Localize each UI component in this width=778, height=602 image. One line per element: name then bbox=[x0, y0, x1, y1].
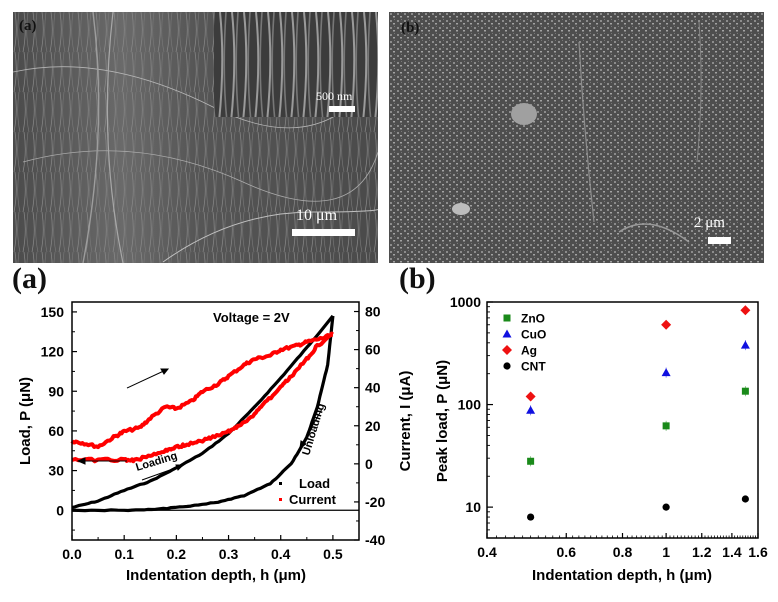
chart-b-x-label: Indentation depth, h (μm) bbox=[532, 567, 712, 584]
chart-b-legend: ZnO CuO Ag CNT bbox=[502, 312, 546, 374]
x-tick-label: 0.4 bbox=[271, 546, 291, 562]
y-right-tick-label: 0 bbox=[365, 456, 373, 472]
x-tick-label: 0.6 bbox=[557, 544, 577, 560]
legend-marker-current bbox=[279, 498, 282, 501]
chart-a-y-label-left: Load, P (μN) bbox=[17, 377, 34, 465]
sem-image-a: (a) 500 nm 10 μm bbox=[13, 12, 378, 263]
y-left-tick-label: 30 bbox=[48, 463, 64, 479]
x-tick-label: 1.2 bbox=[692, 544, 712, 560]
coated-surface-sem-image bbox=[389, 12, 764, 263]
loading-arrow-left bbox=[76, 457, 127, 465]
x-tick-label: 0.0 bbox=[62, 546, 82, 562]
voltage-annotation: Voltage = 2V bbox=[213, 310, 290, 325]
chart-b-points bbox=[525, 305, 751, 521]
y-tick-label: 1000 bbox=[450, 294, 481, 310]
x-tick-label: 0.2 bbox=[167, 546, 187, 562]
chart-b-y-label: Peak load, P (μN) bbox=[434, 360, 451, 482]
chart-a-y-label-right: Current, I (μA) bbox=[397, 371, 414, 472]
sem-panel-label-b: (b) bbox=[401, 20, 420, 36]
legend-label-ag: Ag bbox=[521, 344, 537, 358]
point-ag bbox=[740, 305, 751, 316]
point-cnt bbox=[741, 495, 749, 503]
y-left-tick-label: 120 bbox=[41, 344, 65, 360]
inset-scale-label: 500 nm bbox=[316, 89, 353, 103]
loading-arrow-down bbox=[141, 464, 185, 481]
cnt-forest-sem-image bbox=[13, 12, 378, 263]
series-current-loading bbox=[70, 331, 334, 450]
y-right-tick-label: 60 bbox=[365, 342, 381, 358]
legend-marker-zno bbox=[503, 314, 511, 322]
chart-a-ticks bbox=[71, 310, 359, 541]
point-cuo bbox=[740, 340, 750, 349]
point-cnt bbox=[527, 513, 535, 521]
chart-a-legend: Load Current bbox=[279, 476, 337, 507]
legend-label-load: Load bbox=[299, 476, 330, 491]
y-left-tick-label: 90 bbox=[48, 383, 64, 399]
point-cnt bbox=[662, 503, 670, 511]
y-left-tick-label: 150 bbox=[41, 304, 65, 320]
y-left-tick-label: 60 bbox=[48, 423, 64, 439]
point-cuo bbox=[661, 368, 671, 377]
scale-bar bbox=[292, 229, 355, 236]
scale-label-b: 2 μm bbox=[694, 215, 725, 231]
chart-a-x-label: Indentation depth, h (μm) bbox=[126, 567, 306, 584]
x-tick-label: 0.8 bbox=[613, 544, 633, 560]
y-tick-label: 100 bbox=[458, 397, 482, 413]
legend-label-zno: ZnO bbox=[521, 312, 545, 326]
chart-a-frame bbox=[71, 301, 360, 541]
point-zno bbox=[527, 457, 535, 465]
y-left-tick-label: 0 bbox=[56, 502, 64, 518]
legend-label-cnt: CNT bbox=[521, 360, 546, 374]
chart-b-ticks: 0.4 0.6 0.8 1 1.2 1.4 1.6 10 100 1000 bbox=[450, 294, 768, 560]
legend-label-current: Current bbox=[289, 492, 337, 507]
y-right-tick-label: 80 bbox=[365, 304, 381, 320]
point-cuo bbox=[526, 405, 536, 414]
point-ag bbox=[525, 391, 536, 402]
y-tick-label: 10 bbox=[465, 499, 481, 515]
chart-a-curves bbox=[70, 314, 335, 513]
point-zno bbox=[662, 422, 670, 430]
y-right-tick-label: 20 bbox=[365, 418, 381, 434]
x-tick-label: 1.4 bbox=[722, 544, 742, 560]
unloading-label: Unloading bbox=[300, 402, 327, 457]
point-ag bbox=[661, 319, 672, 330]
legend-marker-ag bbox=[502, 345, 512, 355]
y-right-tick-label: 40 bbox=[365, 380, 381, 396]
point-zno bbox=[741, 387, 749, 395]
y-right-tick-label: -20 bbox=[365, 494, 385, 510]
x-tick-label: 0.1 bbox=[114, 546, 134, 562]
x-tick-label: 0.4 bbox=[477, 544, 497, 560]
scale-bar-b bbox=[708, 237, 731, 244]
series-load-unloading bbox=[71, 315, 335, 513]
y-right-tick-label: -40 bbox=[365, 532, 385, 548]
x-tick-label: 1 bbox=[662, 544, 670, 560]
sem-panel-label-a: (a) bbox=[19, 18, 37, 34]
legend-marker-cnt bbox=[503, 362, 511, 370]
x-tick-label: 0.3 bbox=[219, 546, 239, 562]
panel-label-chart-b: (b) bbox=[399, 262, 436, 295]
sem-image-b: (b) 2 μm bbox=[389, 12, 764, 263]
x-tick-label: 0.5 bbox=[323, 546, 343, 562]
series-current-unloading bbox=[71, 332, 334, 464]
inset-scale-bar bbox=[329, 106, 355, 112]
legend-marker-cuo bbox=[502, 329, 512, 338]
scale-label: 10 μm bbox=[296, 207, 338, 224]
unloading-arrow bbox=[299, 408, 323, 450]
loading-arrow-up bbox=[126, 368, 170, 389]
x-tick-label: 1.6 bbox=[748, 544, 768, 560]
series-load-loading bbox=[71, 314, 335, 510]
panel-label-chart-a: (a) bbox=[12, 262, 47, 295]
legend-marker-load bbox=[279, 482, 282, 485]
legend-label-cuo: CuO bbox=[521, 328, 546, 342]
